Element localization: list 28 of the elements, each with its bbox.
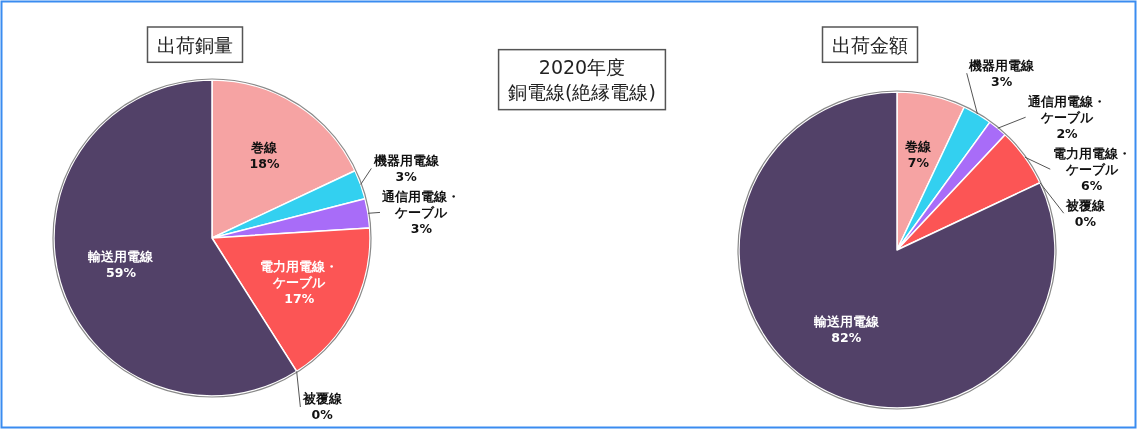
slice-label: 巻線 <box>904 138 933 154</box>
slice-label: 通信用電線・ケーブル <box>381 188 461 220</box>
data-label: 18% <box>249 155 280 171</box>
category-label: 被覆線 <box>1065 197 1105 213</box>
slice-label: 輸送用電線 <box>812 314 880 330</box>
text: 銅電線(絶縁電線) <box>508 81 656 103</box>
slice-label: 通信用電線・ケーブル <box>1027 93 1106 125</box>
data-label: 59% <box>106 264 137 280</box>
text: 0% <box>311 407 333 423</box>
chart-title: 出荷銅量 <box>157 33 233 56</box>
data-label: 3% <box>990 73 1013 89</box>
category-label: 被覆線 <box>302 391 342 407</box>
data-label: 6% <box>1081 177 1103 193</box>
data-label: 3% <box>410 220 433 236</box>
slice-label: 巻線 <box>250 139 279 155</box>
text: 2020年度 <box>538 56 626 79</box>
data-label: 17% <box>284 290 315 306</box>
text: 0% <box>1074 213 1097 229</box>
slice-label: 電力用電線・ケーブル <box>260 258 339 290</box>
data-label: 3% <box>395 168 418 184</box>
chart-title: 出荷金額 <box>832 33 908 56</box>
slice-label: 電力用電線・ケーブル <box>1052 145 1131 177</box>
slice-label: 機器用電線 <box>968 57 1036 73</box>
data-label: 7% <box>907 154 930 170</box>
data-label: 2% <box>1056 125 1079 141</box>
slice-label: 機器用電線 <box>372 152 440 168</box>
slice-label: 輸送用電線 <box>87 248 155 264</box>
data-label: 82% <box>831 330 862 346</box>
